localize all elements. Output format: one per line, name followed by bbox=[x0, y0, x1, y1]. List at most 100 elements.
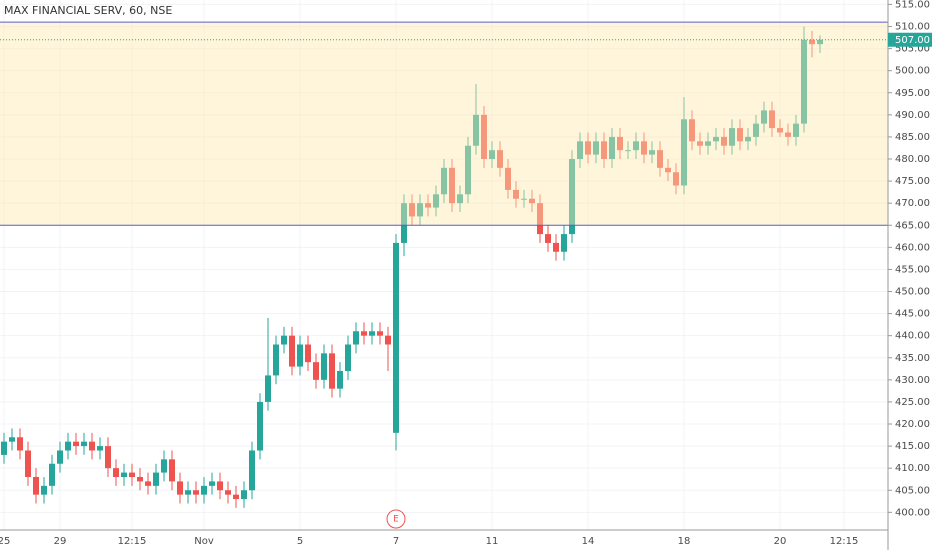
y-tick-label: 430.00 bbox=[895, 375, 930, 386]
candle-body bbox=[153, 472, 159, 486]
y-tick-label: 500.00 bbox=[895, 66, 930, 77]
y-tick-label: 510.00 bbox=[895, 22, 930, 33]
candle-body bbox=[17, 437, 23, 451]
candle-body bbox=[401, 203, 407, 243]
y-tick-label: 460.00 bbox=[895, 242, 930, 253]
candle-body bbox=[649, 150, 655, 155]
candle-body bbox=[537, 203, 543, 235]
candle-body bbox=[697, 141, 703, 146]
candle-body bbox=[81, 441, 87, 447]
candle-body bbox=[337, 371, 343, 389]
candle-body bbox=[281, 335, 287, 345]
y-tick-label: 425.00 bbox=[895, 397, 930, 408]
candle-body bbox=[353, 331, 359, 345]
candle-body bbox=[33, 477, 39, 495]
y-tick-label: 435.00 bbox=[895, 353, 930, 364]
y-tick-label: 470.00 bbox=[895, 198, 930, 209]
candle-body bbox=[369, 331, 375, 336]
candle-body bbox=[1, 441, 7, 455]
x-tick-label: Nov bbox=[194, 536, 214, 547]
candle-body bbox=[441, 167, 447, 195]
candle-body bbox=[561, 234, 567, 252]
candle-body bbox=[705, 141, 711, 146]
candle-body bbox=[481, 114, 487, 159]
candle-body bbox=[113, 468, 119, 477]
candle-body bbox=[377, 331, 383, 336]
last-price-tag bbox=[888, 32, 932, 47]
candle-body bbox=[569, 159, 575, 235]
candle-body bbox=[89, 441, 95, 451]
y-tick-label: 450.00 bbox=[895, 287, 930, 298]
candle-body bbox=[713, 136, 719, 142]
candle-body bbox=[545, 234, 551, 243]
y-tick-label: 410.00 bbox=[895, 463, 930, 474]
candle-body bbox=[553, 242, 559, 252]
candle-body bbox=[161, 459, 167, 473]
candle-body bbox=[393, 242, 399, 433]
candle-body bbox=[657, 150, 663, 168]
chart-title: MAX FINANCIAL SERV, 60, NSE bbox=[4, 4, 172, 17]
candle-body bbox=[617, 136, 623, 151]
y-tick-label: 495.00 bbox=[895, 88, 930, 99]
y-tick-label: 485.00 bbox=[895, 132, 930, 143]
candle-body bbox=[361, 331, 367, 336]
candle-body bbox=[137, 477, 143, 482]
candle-body bbox=[729, 128, 735, 146]
candle-body bbox=[321, 353, 327, 380]
candle-body bbox=[769, 110, 775, 129]
x-tick-label: 11 bbox=[486, 536, 499, 547]
candle-body bbox=[217, 481, 223, 491]
x-tick-label: 12:15 bbox=[830, 536, 859, 547]
candle-body bbox=[497, 150, 503, 168]
candle-body bbox=[689, 119, 695, 142]
candle-body bbox=[225, 490, 231, 495]
candle-body bbox=[265, 375, 271, 402]
x-tick-label: 12:15 bbox=[118, 536, 147, 547]
y-tick-label: 505.00 bbox=[895, 44, 930, 55]
candle-body bbox=[177, 481, 183, 495]
candle-body bbox=[257, 401, 263, 451]
x-tick-label: 5 bbox=[297, 536, 303, 547]
candle-body bbox=[289, 335, 295, 367]
candle-body bbox=[529, 198, 535, 204]
candle-body bbox=[665, 167, 671, 173]
candle-body bbox=[57, 450, 63, 464]
y-tick-label: 415.00 bbox=[895, 441, 930, 452]
candle-body bbox=[465, 145, 471, 195]
candle-body bbox=[233, 494, 239, 500]
y-tick-label: 400.00 bbox=[895, 507, 930, 518]
candle-body bbox=[601, 141, 607, 159]
candle-body bbox=[745, 136, 751, 142]
event-marker-label: E bbox=[393, 515, 399, 525]
candle-body bbox=[673, 172, 679, 186]
candle-body bbox=[49, 463, 55, 486]
candle-body bbox=[609, 136, 615, 159]
candle-body bbox=[577, 141, 583, 159]
candle-body bbox=[449, 167, 455, 204]
candle-body bbox=[129, 472, 135, 477]
candle-body bbox=[817, 39, 823, 45]
candle-body bbox=[785, 132, 791, 137]
candle-body bbox=[169, 459, 175, 482]
zone bbox=[0, 22, 888, 226]
candle-body bbox=[273, 344, 279, 376]
candle-body bbox=[345, 344, 351, 371]
y-tick-label: 475.00 bbox=[895, 176, 930, 187]
x-tick-label: 18 bbox=[678, 536, 691, 547]
candle-body bbox=[793, 123, 799, 137]
candle-body bbox=[185, 490, 191, 495]
candle-body bbox=[145, 481, 151, 486]
overlay bbox=[0, 21, 888, 226]
candle-body bbox=[809, 39, 815, 45]
candle-body bbox=[121, 472, 127, 477]
y-tick-label: 420.00 bbox=[895, 419, 930, 430]
candle-body bbox=[329, 353, 335, 389]
candle-body bbox=[753, 123, 759, 137]
candle-body bbox=[585, 141, 591, 155]
candle-body bbox=[521, 198, 527, 200]
candle-body bbox=[777, 128, 783, 133]
event-marker bbox=[386, 509, 406, 529]
candle-body bbox=[209, 481, 215, 486]
candle-body bbox=[457, 194, 463, 204]
